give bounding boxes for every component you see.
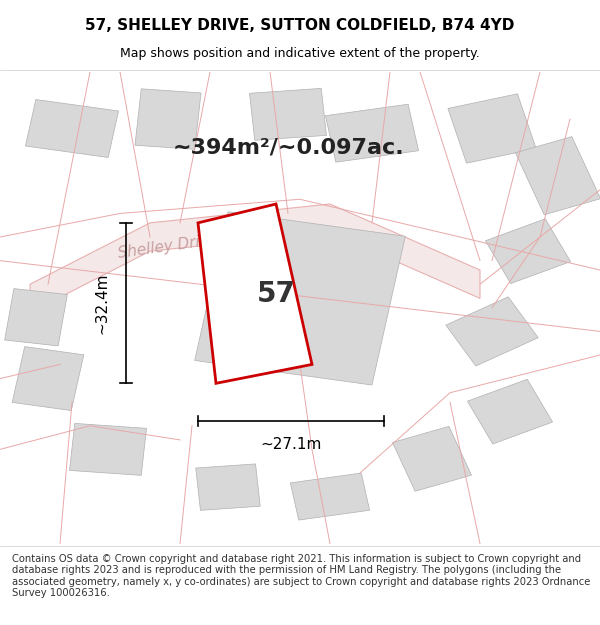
Text: ~27.1m: ~27.1m <box>260 437 322 452</box>
Polygon shape <box>290 473 370 520</box>
Polygon shape <box>325 104 419 162</box>
Polygon shape <box>25 99 119 158</box>
Polygon shape <box>392 426 472 491</box>
Text: ~394m²/~0.097ac.: ~394m²/~0.097ac. <box>172 138 404 158</box>
Text: Shelley Drive: Shelley Drive <box>117 232 219 261</box>
Polygon shape <box>198 204 312 383</box>
Polygon shape <box>467 379 553 444</box>
Text: Contains OS data © Crown copyright and database right 2021. This information is : Contains OS data © Crown copyright and d… <box>12 554 590 598</box>
Text: 57: 57 <box>257 279 295 308</box>
Polygon shape <box>135 89 201 149</box>
Polygon shape <box>485 219 571 284</box>
Polygon shape <box>70 423 146 476</box>
Polygon shape <box>250 88 326 141</box>
Polygon shape <box>446 297 538 366</box>
Polygon shape <box>30 204 480 312</box>
Polygon shape <box>515 137 600 215</box>
Text: 57, SHELLEY DRIVE, SUTTON COLDFIELD, B74 4YD: 57, SHELLEY DRIVE, SUTTON COLDFIELD, B74… <box>85 18 515 33</box>
Text: ~32.4m: ~32.4m <box>95 272 110 334</box>
Polygon shape <box>196 464 260 511</box>
Text: Map shows position and indicative extent of the property.: Map shows position and indicative extent… <box>120 47 480 60</box>
Polygon shape <box>12 347 84 411</box>
Polygon shape <box>5 289 67 346</box>
Polygon shape <box>194 212 406 385</box>
Polygon shape <box>448 94 536 163</box>
